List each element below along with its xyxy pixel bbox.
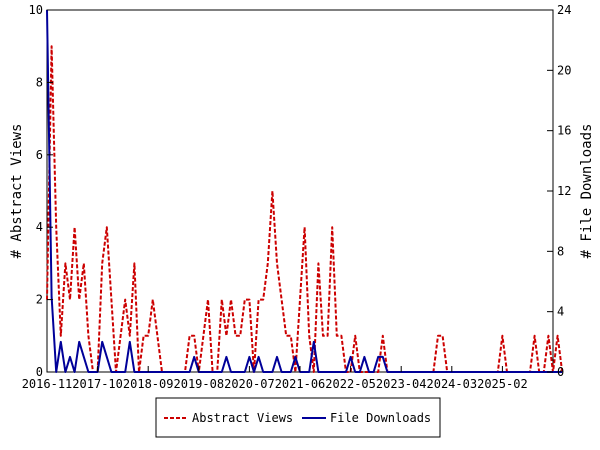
x-tick-label: 2019-08 [174,377,225,391]
y-right-tick-label: 8 [557,244,564,258]
y-left-tick-label: 2 [36,293,43,307]
x-tick-label: 2023-04 [376,377,427,391]
y-left-tick-label: 4 [36,220,43,234]
y-right-tick-label: 12 [557,184,571,198]
y-right-tick-label: 4 [557,305,564,319]
y-right-tick-label: 0 [557,365,564,379]
series-layer [46,9,564,373]
y-left-tick-label: 0 [36,365,43,379]
y-left-tick-label: 6 [36,148,43,162]
y-right-tick-label: 24 [557,3,571,17]
legend: Abstract Views File Downloads [155,397,441,438]
y-axis-right-title: # File Downloads [579,124,595,259]
x-tick-label: 2025-02 [477,377,528,391]
x-tick-label: 2022-05 [325,377,376,391]
x-tick-label: 2016-11 [22,377,73,391]
x-tick-label: 2017-10 [72,377,123,391]
left-axis: 0 2 4 6 8 10 [29,3,53,379]
y-axis-left-title: # Abstract Views [9,124,25,259]
y-left-tick-label: 10 [29,3,43,17]
y-right-tick-label: 16 [557,124,571,138]
legend-label-abstract-views: Abstract Views [192,411,293,425]
legend-box [155,397,441,438]
x-tick-label: 2020-07 [224,377,275,391]
series-line-abstract-views [46,45,564,373]
x-tick-label: 2018-09 [123,377,174,391]
x-tick-label: 2021-06 [275,377,326,391]
y-left-tick-label: 8 [36,75,43,89]
x-tick-label: 2024-03 [427,377,478,391]
series-line-file-downloads [46,9,563,373]
x-axis: 2016-11 2017-10 2018-09 2019-08 2020-07 2021-… [22,366,528,391]
legend-label-file-downloads: File Downloads [330,411,431,425]
y-right-tick-label: 20 [557,63,571,77]
right-axis: 0 4 8 12 16 20 24 [547,3,571,379]
